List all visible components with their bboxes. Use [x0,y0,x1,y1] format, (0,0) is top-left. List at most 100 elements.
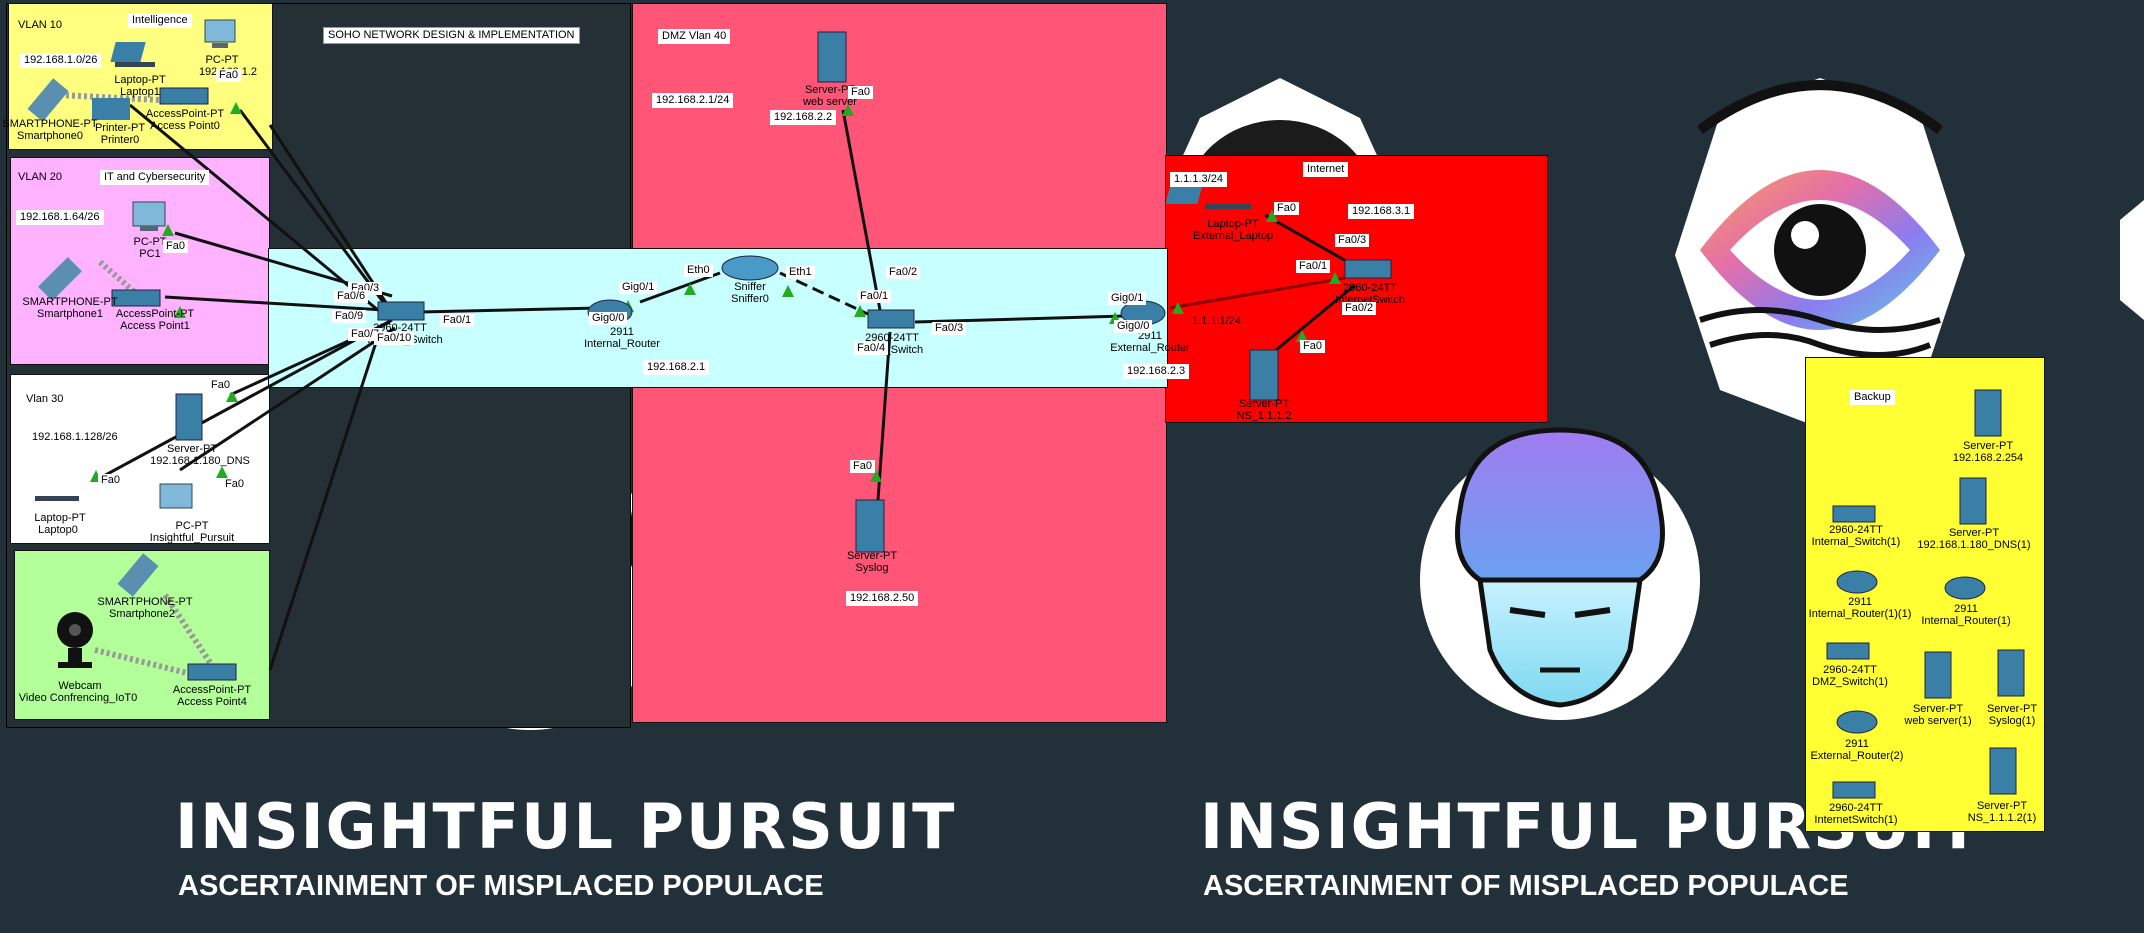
dmz-switch-icon [867,309,915,329]
pc0-icon [204,19,236,48]
web-server-ip: 192.168.2.2 [770,110,837,125]
port-router-gig01: Gig0/1 [619,281,658,294]
port-pc0: Fa0 [216,69,241,82]
port-dmz-fa03: Fa0/3 [932,322,967,335]
backup-item-type: 2911 [1845,738,1869,750]
port-ns: Fa0 [1300,340,1325,353]
backup-item-type: Server-PT [1948,527,2000,539]
internal-switch-type: 2960-24TT [373,322,427,334]
ns-server-icon [1249,349,1279,401]
port-webserver: Fa0 [848,86,873,99]
wireless-webcam [94,647,196,678]
ap0-name: Access Point0 [150,120,220,132]
port-sniffer-eth0: Eth0 [684,264,713,277]
internal-router-name: Internal_Router [584,338,660,350]
banner-subtitle-left: ASCERTAINMENT OF MISPLACED POPULACE [178,870,824,902]
port-laptop0: Fa0 [98,474,123,487]
ext-laptop-name: External_Laptop [1192,230,1274,242]
dmz-switch-type: 2960-24TT [865,332,919,344]
port-pc1: Fa0 [163,240,188,253]
pc-insightful-icon [159,483,193,509]
backup-title: Backup [1850,390,1895,405]
port-syslog: Fa0 [850,460,875,473]
web-server-name: web server [803,96,857,108]
link-router-sniffer [639,271,721,304]
wireless-smartphone0 [59,92,161,103]
pc1-name: PC1 [139,248,161,260]
smartphone2-name: Smartphone2 [108,608,176,620]
port-switch-fa01: Fa0/1 [440,314,475,327]
ns-name: NS_1.1.1.2 [1236,410,1292,422]
external-laptop-icon [1165,182,1251,209]
laptop0-icon [35,496,79,501]
laptop1-icon [110,42,155,67]
diagram-title: SOHO NETWORK DESIGN & IMPLEMENTATION [323,27,580,44]
backup-item-type: 2911 [1954,603,1978,615]
link-dmz-extrouter [914,314,1126,324]
smartphone1-icon [38,257,82,301]
accesspoint0-icon [159,87,209,105]
ext-laptop-type: Laptop-PT [1207,218,1259,230]
backup-item-name: NS_1.1.1.2(1) [1967,812,2037,824]
port-router-gig00: Gig0/0 [589,312,628,325]
vlan10-title: VLAN 10 [18,19,63,31]
core-subnet: 192.168.2.1 [643,360,710,375]
link-extrouter-inetswitch [1169,276,1346,310]
webcam-type: Webcam [58,680,102,692]
ap0-type: AccessPoint-PT [145,108,225,120]
port-sniffer-eth1: Eth1 [786,266,815,279]
ap4-name: Access Point4 [177,696,247,708]
backup-item-name: Internal_Router(1) [1921,615,2011,627]
internet-zone[interactable] [1165,155,1548,423]
dns-name: 192.168.1.180_DNS [150,455,250,467]
port-switch-fa09: Fa0/9 [332,310,367,323]
internet-switch-ip: 192.168.3.1 [1348,204,1415,219]
backup-item-name: Internal_Router(1)(1) [1808,608,1912,620]
dmz-title: DMZ Vlan 40 [658,29,731,44]
link-laptop0-switch [99,318,393,480]
link-ns-inetswitch [1269,283,1356,357]
syslog-type: Server-PT [846,550,898,562]
port-switch-fa07: Fa0/7 [348,328,383,341]
laptop0-type: Laptop-PT [34,512,86,524]
internal-switch-icon [377,301,425,321]
internet-switch-icon [1344,259,1392,279]
ext-laptop-ip: 1.1.1.3/24 [1170,172,1227,187]
external-router-type: 2911 [1138,330,1162,342]
link-pcip-switch [179,326,396,472]
port-dmz-fa02: Fa0/2 [886,266,921,279]
port-switch-fa06: Fa0/6 [334,290,369,303]
port-inet-fa02: Fa0/2 [1342,302,1377,315]
smartphone1-type: SMARTPHONE-PT [22,296,118,308]
link-ap4-switch [268,329,382,671]
smartphone1-name: Smartphone1 [36,308,104,320]
port-pcip: Fa0 [222,478,247,491]
link-extlaptop-inetswitch [1264,213,1349,264]
banner-title-left: INSIGHTFUL PURSUIT [175,790,957,863]
pc1-type: PC-PT [133,236,167,248]
port-inet-fa01: Fa0/1 [1296,260,1331,273]
smartphone2-type: SMARTPHONE-PT [97,596,193,608]
smartphone2-icon [117,553,159,597]
printer0-name: Printer0 [100,134,140,146]
printer0-type: Printer-PT [94,122,146,134]
backup-item-type: Server-PT [1986,703,2038,715]
external-link-ip: 1.1.1.1/24 [1192,315,1241,327]
backup-item-type: 2960-24TT [1829,524,1883,536]
sniffer-type: Sniffer [734,281,766,293]
backup-icons [1826,389,2025,799]
backup-item-name: InternetSwitch(1) [1814,814,1898,826]
internet-title: Internet [1303,162,1349,177]
backup-item-name: web server(1) [1904,715,1972,727]
vlan20-zone[interactable] [10,157,270,365]
vlan30-title: Vlan 30 [22,392,68,407]
web-server-icon [817,31,847,83]
backup-item-type: 2960-24TT [1823,664,1877,676]
ns-type: Server-PT [1238,398,1290,410]
dns-server-icon [175,393,203,441]
accesspoint4-icon [187,663,237,681]
external-router-name: External_Router [1110,342,1190,354]
